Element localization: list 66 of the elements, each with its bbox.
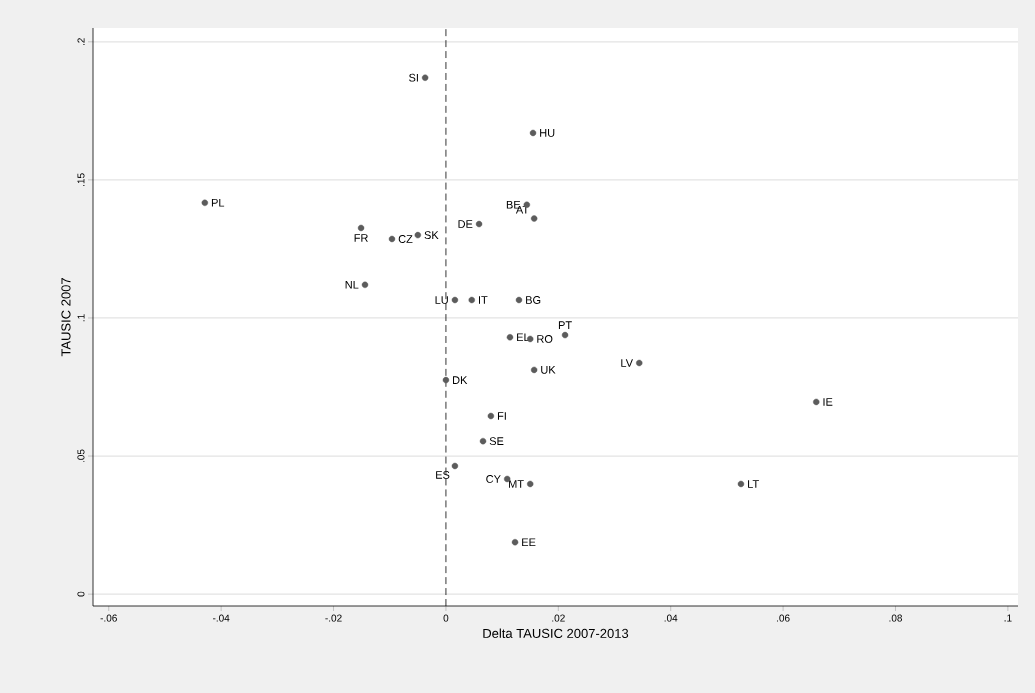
annotation: EL [517,333,530,342]
annotation: LT [748,480,759,488]
annotation: BG [526,296,541,304]
point [451,462,459,470]
x-tick-label: .06 [777,614,790,622]
x-tick-label: 0 [443,614,449,622]
y-tick-label: .1 [77,314,85,322]
x-tick-label: .02 [552,614,565,622]
y-tick-label: .2 [77,38,85,46]
point [487,412,495,420]
x-tick-label: -.02 [325,614,342,622]
point [515,296,523,304]
y-axis-title: TAUSIC 2007 [61,278,71,357]
point [475,220,483,228]
point [506,334,514,341]
annotation: PL [211,199,225,207]
annotation: IE [823,398,833,406]
point [737,480,745,488]
point [357,224,365,232]
y-tick-label: .15 [77,173,85,186]
point [414,231,422,239]
annotation: SK [424,231,439,240]
annotation: ES [436,471,450,479]
point [529,129,537,137]
annotation: DE [458,220,473,228]
point [636,359,643,367]
point [561,331,569,339]
annotation: MT [509,480,524,488]
annotation: EE [522,538,536,546]
annotation: SI [409,73,418,82]
x-tick-label: .04 [664,614,678,622]
point [388,235,396,243]
annotation: FR [354,234,368,242]
annotation: FI [497,412,506,420]
annotation: PT [558,321,572,329]
annotation: HU [540,129,555,137]
annotation: SE [489,437,504,446]
point [813,398,820,406]
point [530,366,538,374]
point [468,296,475,304]
x-tick-label: .08 [889,614,903,622]
point [421,74,429,81]
annotation: IT [478,296,488,304]
point [201,199,209,206]
annotation: CZ [398,235,413,243]
annotation: UK [541,366,556,374]
annotation: RO [537,335,553,343]
point [503,475,511,483]
annotation: NL [345,281,359,289]
y-tick-label: .05 [77,449,85,463]
point [530,215,538,222]
point [442,376,450,384]
x-tick-label: -.04 [212,614,230,622]
x-axis-title: Delta TAUSIC 2007-2013 [483,628,629,638]
point [527,480,534,488]
point [479,437,487,445]
annotation: LV [621,359,633,367]
point [511,539,519,546]
x-tick-label: -.06 [100,614,117,622]
point [361,281,369,289]
annotation: CY [486,475,501,483]
annotation: DK [453,376,468,384]
point [451,296,459,304]
x-tick-label: .1 [1004,614,1012,622]
y-tick-label: 0 [77,591,85,597]
annotation: LU [435,296,448,304]
